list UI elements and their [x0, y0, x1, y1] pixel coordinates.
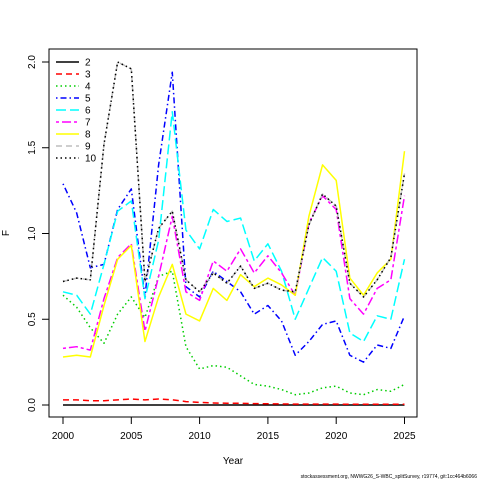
series-line-6 [62, 110, 406, 343]
legend-label-6: 6 [85, 106, 91, 117]
legend-label-10: 10 [85, 154, 97, 165]
x-axis: 2000 2005 2010 2015 2020 2025 [52, 416, 416, 442]
y-axis-title: F [1, 230, 12, 236]
series-line-10 [62, 61, 406, 298]
legend-label-8: 8 [85, 130, 91, 141]
y-tick-label-0: 0.0 [27, 398, 38, 412]
legend-label-2: 2 [85, 58, 91, 69]
x-tick-label-2015: 2015 [257, 431, 280, 442]
y-tick-label-4: 2.0 [27, 55, 38, 69]
y-axis: 0.0 0.5 1.0 1.5 2.0 [27, 55, 50, 412]
footer-text: stockassessment.org, NWWG26_S-WBC_splitS… [301, 474, 478, 480]
series-line-9 [62, 61, 406, 298]
series-line-4 [62, 270, 405, 396]
legend-label-7: 7 [85, 118, 91, 129]
series-line-7 [62, 195, 406, 351]
plot-lines [62, 61, 406, 406]
x-tick-label-2010: 2010 [188, 431, 211, 442]
legend-label-9: 9 [85, 142, 91, 153]
y-tick-label-1: 0.5 [27, 312, 38, 326]
series-line-3 [63, 398, 405, 406]
x-tick-label-2000: 2000 [52, 431, 75, 442]
x-axis-title: Year [223, 456, 244, 467]
series-line-8 [62, 151, 406, 358]
legend-label-3: 3 [85, 70, 91, 81]
x-tick-label-2020: 2020 [325, 431, 348, 442]
legend-label-5: 5 [85, 94, 91, 105]
x-tick-label-2025: 2025 [393, 431, 416, 442]
legend-label-4: 4 [85, 82, 91, 93]
x-tick-label-2005: 2005 [120, 431, 143, 442]
y-tick-label-3: 1.5 [27, 140, 38, 154]
series-line-5 [62, 71, 406, 363]
y-tick-label-2: 1.0 [27, 226, 38, 240]
